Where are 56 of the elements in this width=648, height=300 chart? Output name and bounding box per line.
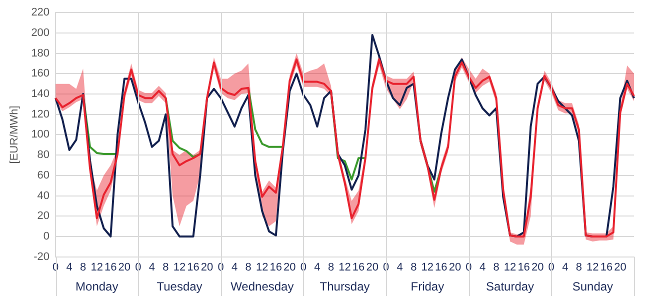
x-tick-label: 4	[232, 261, 238, 274]
x-tick-label: 20	[284, 261, 296, 274]
text: Saturday	[486, 279, 534, 294]
x-tick-label: 20	[200, 261, 214, 274]
x-tick-label: 16	[270, 261, 282, 274]
x-tick-label: 4	[396, 261, 403, 274]
y-tick-label: 0	[43, 230, 50, 242]
x-tick-label: 4	[479, 261, 486, 274]
x-tick-label: 16	[104, 261, 117, 274]
x-tick-label: 16	[435, 261, 448, 274]
x-tick-label: 12	[173, 261, 186, 274]
x-tick-label: 4	[148, 261, 156, 274]
text: Monday	[76, 279, 118, 294]
x-tick-label: 16	[600, 261, 613, 274]
y-tick-label: 80	[37, 149, 50, 162]
text: Thursday	[320, 279, 370, 294]
text: Wednesday	[230, 279, 294, 294]
x-tick-label: 8	[576, 261, 582, 274]
x-tick-label: 20	[118, 261, 131, 274]
x-tick-label: 4	[562, 261, 568, 274]
text: Tuesday	[156, 279, 202, 294]
y-tick-label: -20	[34, 250, 50, 263]
x-tick-label: 8	[410, 261, 417, 274]
x-tick-label: 20	[614, 261, 626, 274]
x-tick-label: 8	[328, 261, 334, 274]
x-tick-label: 16	[518, 261, 530, 274]
x-tick-label: 16	[352, 261, 365, 274]
y-tick-label: 60	[37, 169, 50, 182]
x-tick-label: 16	[187, 261, 200, 274]
x-tick-label: 12	[90, 261, 103, 274]
y-tick-label: 100	[31, 128, 50, 141]
x-tick-label: 4	[66, 261, 72, 274]
x-tick-label: 12	[338, 261, 351, 274]
x-tick-label: 20	[448, 261, 462, 274]
x-tick-label: 8	[162, 261, 169, 274]
y-tick-label: 200	[31, 26, 50, 39]
x-tick-label: 12	[256, 261, 268, 274]
text: Sunday	[572, 279, 614, 294]
y-tick-label: 160	[31, 68, 50, 80]
x-tick-label: 12	[586, 261, 599, 274]
x-tick-label: 8	[80, 261, 86, 274]
x-tick-label: 8	[245, 261, 252, 274]
text: Friday	[410, 279, 444, 294]
y-tick-label: 120	[31, 108, 50, 120]
x-tick-label: 12	[421, 261, 434, 274]
x-tick-label: 20	[366, 261, 378, 274]
y-tick-label: 20	[37, 210, 50, 222]
x-tick-label: 4	[314, 261, 320, 274]
x-tick-label: 12	[504, 261, 516, 274]
y-tick-label: 180	[31, 47, 50, 60]
y-tick-label: 220	[31, 6, 50, 19]
x-tick-label: 8	[493, 261, 500, 274]
y-tick-label: 40	[37, 190, 50, 202]
y-tick-label: 140	[31, 88, 50, 100]
y-axis-title: [EUR/MWh]	[8, 106, 21, 164]
x-tick-label: 20	[531, 261, 544, 274]
